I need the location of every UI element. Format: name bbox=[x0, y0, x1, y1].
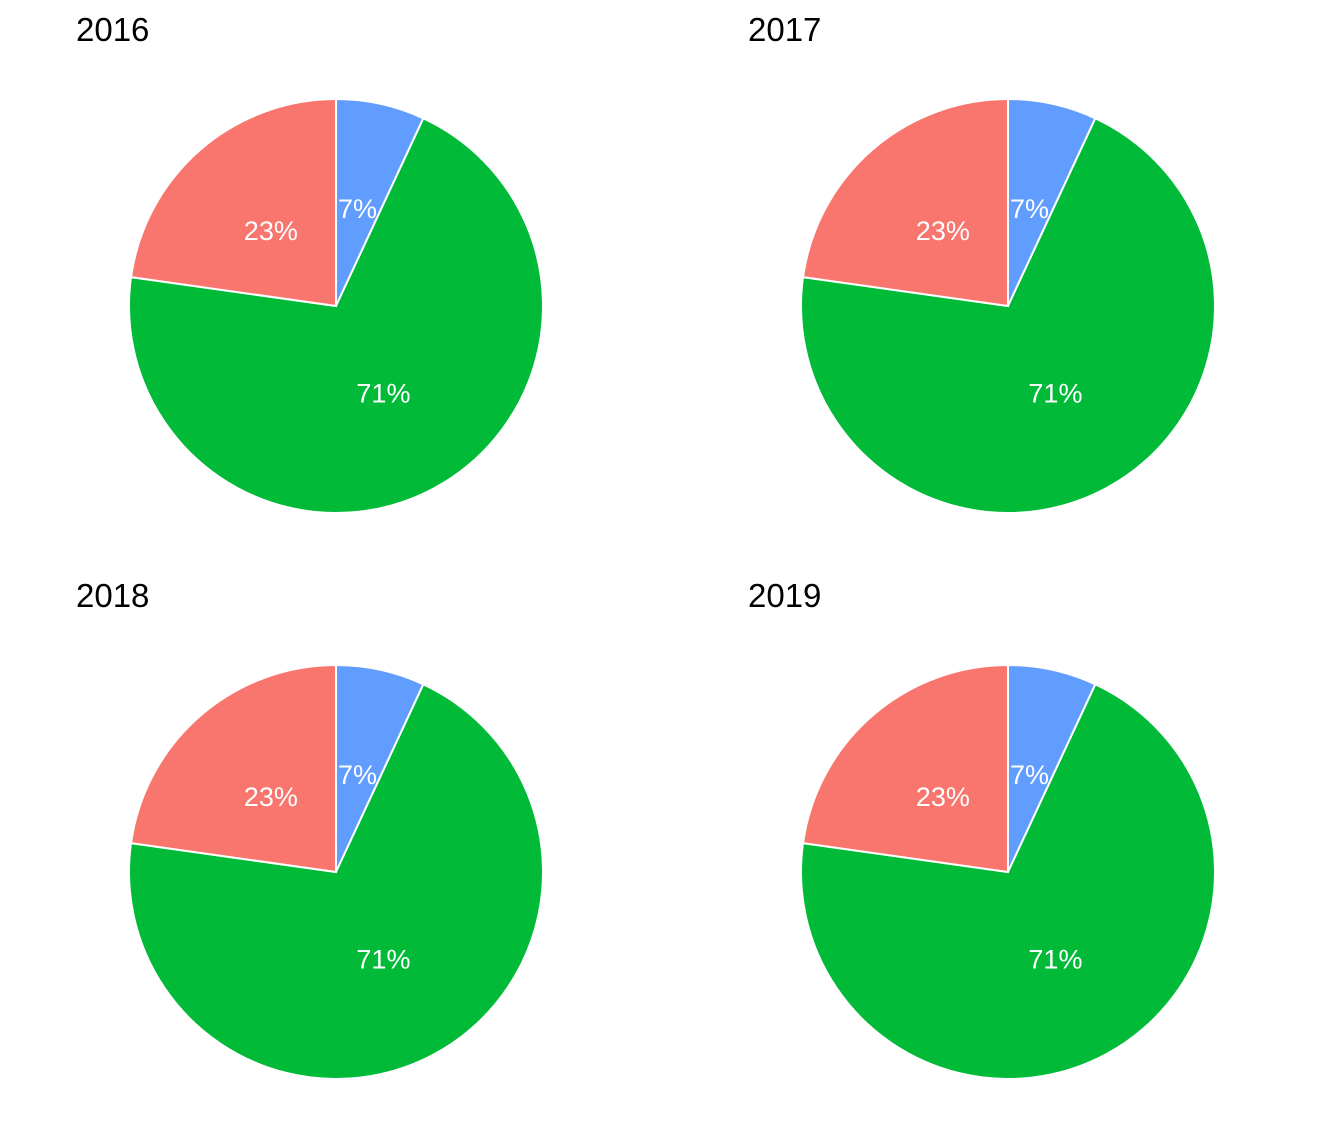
pie-slice bbox=[801, 663, 1009, 874]
pie-slice bbox=[800, 116, 1216, 514]
pie-panel-2019: 2019 7% 71% 23% bbox=[748, 577, 1216, 1080]
slice-label: 71% bbox=[356, 944, 410, 974]
slice-label: 7% bbox=[338, 760, 377, 790]
pie-labels: 7% 71% 23% bbox=[244, 760, 411, 974]
pie-slice bbox=[129, 663, 337, 874]
slice-label: 23% bbox=[244, 782, 298, 812]
slice-label: 23% bbox=[916, 782, 970, 812]
slice-label: 23% bbox=[244, 216, 298, 246]
panel-title: 2019 bbox=[748, 577, 821, 614]
panel-title: 2016 bbox=[76, 11, 149, 48]
pie-slice bbox=[128, 116, 544, 514]
pie-panel-2018: 2018 7% 71% 23% bbox=[76, 577, 544, 1080]
pie-panel-2017: 2017 7% 71% 23% bbox=[748, 11, 1216, 514]
slice-label: 71% bbox=[356, 378, 410, 408]
pie-slices bbox=[128, 97, 544, 514]
pie-slices bbox=[800, 663, 1216, 1080]
pie-slice bbox=[800, 682, 1216, 1080]
pie-labels: 7% 71% 23% bbox=[916, 194, 1083, 408]
slice-label: 23% bbox=[916, 216, 970, 246]
pie-slices bbox=[128, 663, 544, 1080]
slice-label: 71% bbox=[1028, 944, 1082, 974]
slice-label: 7% bbox=[1010, 194, 1049, 224]
slice-label: 71% bbox=[1028, 378, 1082, 408]
pie-panel-2016: 2016 7% 71% 23% bbox=[76, 11, 544, 514]
panel-title: 2017 bbox=[748, 11, 821, 48]
slice-label: 7% bbox=[338, 194, 377, 224]
pie-slice bbox=[129, 97, 337, 308]
pie-slices bbox=[800, 97, 1216, 514]
pie-slice bbox=[128, 682, 544, 1080]
slice-label: 7% bbox=[1010, 760, 1049, 790]
pie-labels: 7% 71% 23% bbox=[916, 760, 1083, 974]
pie-slice bbox=[801, 97, 1009, 308]
panel-title: 2018 bbox=[76, 577, 149, 614]
pie-labels: 7% 71% 23% bbox=[244, 194, 411, 408]
